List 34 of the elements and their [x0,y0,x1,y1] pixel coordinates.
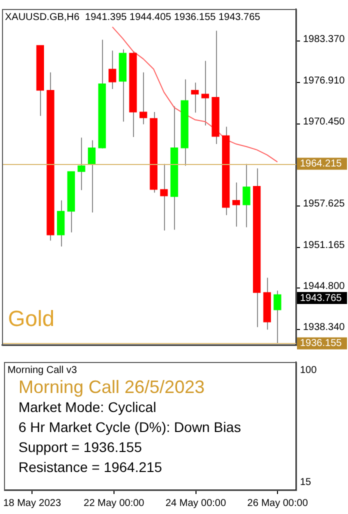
y-tick-label: 1957.625 [303,198,346,210]
candlestick [78,137,86,191]
candlestick [139,72,148,125]
y-tick-label: 1938.340 [303,322,346,334]
candlestick [274,290,282,344]
candlestick [242,163,250,228]
candlestick [108,50,116,90]
category-label: 18 May 2023 [3,498,62,509]
y-tick-label: 1951.165 [303,240,346,252]
text: 6 Hr Market Cycle (D%): Down Bias [18,418,241,435]
y-tick-label: 1944.800 [303,280,346,292]
ref-line-label: 1936.155 [300,338,342,350]
annotation: Gold [8,306,54,332]
candlestick [232,182,240,228]
text: 100 [300,364,318,376]
text: Support = 1936.155 [18,438,142,455]
candlestick [88,140,96,214]
candlestick [160,163,168,231]
category-label: 24 May 00:00 [165,498,226,509]
text: 1943.765 [300,292,342,304]
ref-line-label: 1964.215 [300,158,342,170]
y-tick-label: 1976.910 [303,75,346,86]
chart-title: XAUUSD.GB,H6 1941.395 1944.405 1936.155 1943.765 [5,12,261,23]
text: Market Mode: Cyclical [18,398,156,415]
y-tick-label: 1970.450 [303,116,346,128]
candlestick [201,60,210,126]
category-label: 26 May 00:00 [247,498,308,509]
category-label: 22 May 00:00 [84,498,145,509]
text: Morning Call 26/5/2023 [18,376,205,397]
text: Morning Call v3 [7,364,78,376]
text: 15 [300,476,312,488]
y-tick-label: 1983.370 [303,34,346,45]
text: Resistance = 1964.215 [18,458,162,475]
candlestick [191,82,199,114]
